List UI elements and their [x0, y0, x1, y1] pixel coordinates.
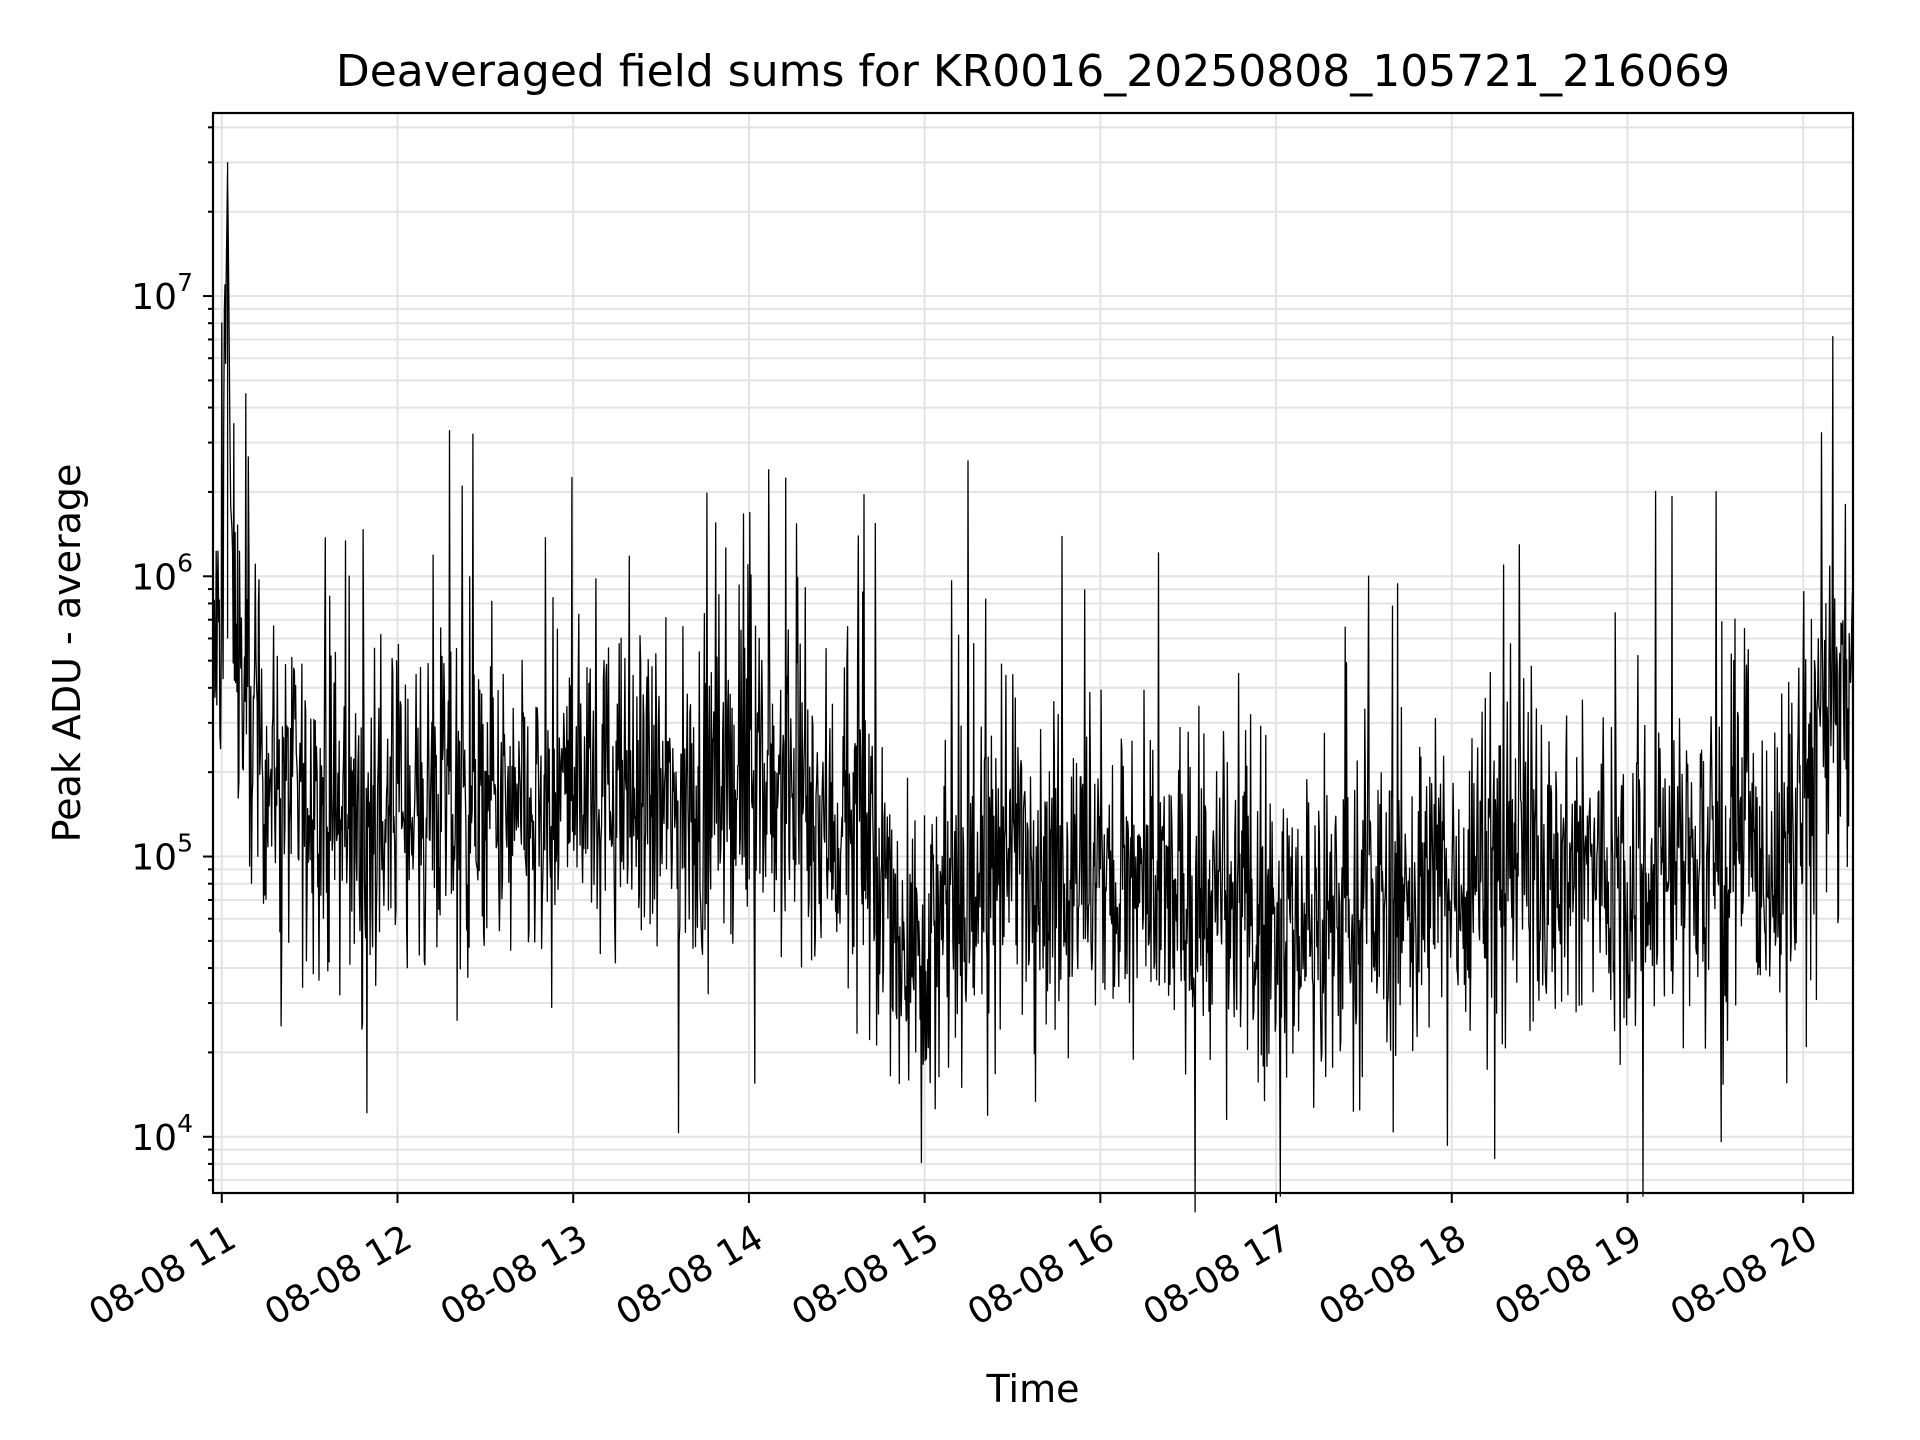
y-tick-label: 106 [131, 548, 193, 598]
x-tick-label: 08-08 19 [1488, 1217, 1649, 1333]
data-series [212, 162, 1854, 1213]
y-tick-exponent: 4 [177, 1109, 193, 1138]
y-tick-base: 10 [131, 1118, 177, 1159]
y-tick-base: 10 [131, 557, 177, 598]
y-tick-exponent: 6 [177, 548, 193, 577]
y-axis-label: Peak ADU - average [45, 464, 89, 843]
x-tick-label: 08-08 12 [258, 1217, 419, 1333]
y-tick-exponent: 7 [177, 268, 193, 297]
x-tick-label: 08-08 13 [434, 1217, 595, 1333]
y-tick-label: 105 [131, 829, 193, 879]
y-tick-label: 104 [131, 1109, 193, 1159]
x-tick-label: 08-08 15 [785, 1217, 946, 1333]
y-tick-exponent: 5 [177, 829, 193, 858]
y-tick-base: 10 [131, 838, 177, 879]
x-tick-label: 08-08 11 [82, 1217, 243, 1333]
x-tick-label: 08-08 18 [1312, 1217, 1473, 1333]
series-line [212, 162, 1854, 1213]
x-tick-label: 08-08 17 [1137, 1217, 1298, 1333]
x-tick-label: 08-08 16 [961, 1217, 1122, 1333]
x-tick-label: 08-08 20 [1664, 1217, 1825, 1333]
chart-title: Deaveraged field sums for KR0016_2025080… [336, 46, 1730, 97]
y-tick-label: 107 [131, 268, 193, 318]
x-axis: 08-08 11 08-08 12 08-08 13 08-08 14 08-08 15… [82, 1193, 1825, 1334]
x-axis-label: Time [986, 1367, 1080, 1411]
y-tick-base: 10 [131, 277, 177, 318]
x-tick-label: 08-08 14 [610, 1217, 771, 1333]
grid [213, 113, 1853, 1193]
plot-frame [211, 111, 1855, 1195]
